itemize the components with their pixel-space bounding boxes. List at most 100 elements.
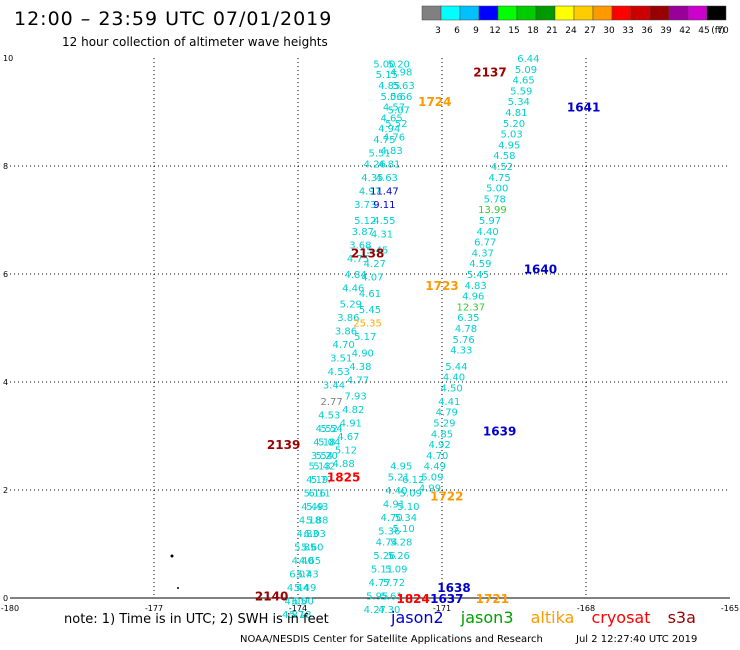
swh-value: 4.30 [378,605,400,616]
swh-value: 5.61 [380,591,402,602]
swh-value: 5.18 [289,610,311,621]
swh-value: 11.47 [370,186,399,197]
pass-label: 1639 [483,425,516,439]
pass-label: 2138 [351,246,384,260]
swh-value: 5.34 [508,97,530,108]
sat-s3a: s3a [667,608,696,627]
swh-value: 5.20 [503,119,525,130]
swh-value: 4.52 [316,424,338,435]
swh-value: 4.44 [287,583,309,594]
x-tick-label: -168 [577,604,595,613]
swh-value: 7.93 [344,392,366,403]
swh-value: 4.26 [364,159,386,170]
swh-value: 4.84 [344,270,366,281]
y-tick-label: 6 [3,270,8,279]
swh-value: 5.09 [400,489,422,500]
swh-value: 5.04 [318,437,340,448]
swh-value: 5.29 [433,419,455,430]
legend-label: 42 [679,26,690,36]
swh-value: 4.27 [364,605,386,616]
legend-label: 33 [622,26,633,36]
swh-value: 5.29 [340,300,362,311]
credit-line: NOAA/NESDIS Center for Satellite Applica… [240,634,543,645]
y-tick-label: 10 [3,54,13,63]
swh-value: 5.44 [445,362,467,373]
swh-value: 5.17 [354,332,376,343]
footer-note: note: 1) Time is in UTC; 2) SWH is in fe… [64,612,329,627]
legend-label: 3 [435,26,441,36]
swh-value: 4.77 [368,578,390,589]
swh-value: 4.95 [390,462,412,473]
swh-value: 5.42 [313,462,335,473]
pass-label: 2140 [255,589,288,603]
swh-value: 4.83 [464,281,486,292]
swh-value: 4.88 [332,459,354,470]
swh-value: 4.57 [383,103,405,114]
swh-value: 4.55 [373,216,395,227]
y-tick-label: 0 [3,594,8,603]
swh-value: 4.77 [347,375,369,386]
swh-value: 5.72 [383,578,405,589]
swh-value: 4.61 [359,289,381,300]
swh-value: 5.26 [388,551,410,562]
swh-value: 5.54 [320,424,342,435]
swh-value: 6.00 [292,597,314,608]
swh-value: 6.12 [402,475,424,486]
swh-value: 4.91 [383,500,405,511]
swh-value: 5.63 [392,81,414,92]
swh-value: 4.65 [380,113,402,124]
swh-value: 4.41 [438,397,460,408]
swh-value: 4.40 [443,373,465,384]
swh-value: 4.67 [337,432,359,443]
satellite-legend: jason2 jason3 altika cryosat s3a [391,608,708,627]
swh-value: 6.44 [517,54,539,65]
legend-label: 9 [473,26,479,36]
swh-value: 4.81 [378,159,400,170]
swh-value: 5.95 [366,591,388,602]
swh-value: 4.18 [313,437,335,448]
pass-label: 1637 [430,592,463,606]
swh-value: 4.75 [373,135,395,146]
swh-value: 5.07 [388,105,410,116]
legend-label: 15 [508,26,519,36]
swh-value: 5.00 [486,184,508,195]
swh-value: 4.87 [282,610,304,621]
pass-label: 1824 [396,592,429,606]
swh-value: 5.85 [294,543,316,554]
swh-value: 4.98 [390,68,412,79]
swh-value: 5.45 [467,270,489,281]
page-subtitle: 12 hour collection of altimeter wave hei… [62,35,328,49]
sat-altika: altika [530,608,575,627]
y-tick-label: 4 [3,378,8,387]
legend-label: (ft) [711,26,725,36]
swh-value: 4.37 [472,248,494,259]
swh-value: 4.49 [301,502,323,513]
swh-value: 3.87 [352,227,374,238]
swh-value: 4.79 [436,408,458,419]
swh-value: 5.11 [371,564,393,575]
swh-value: 4.58 [493,151,515,162]
swh-value: 4.46 [342,284,364,295]
x-tick-label: -174 [289,604,307,613]
swh-value: 25.35 [353,319,382,330]
sat-jason3: jason3 [460,608,514,627]
swh-value: 5.16 [304,489,326,500]
swh-value: 4.70 [332,340,354,351]
swh-value: 4.65 [512,76,534,87]
swh-value: 5.88 [306,516,328,527]
swh-value: 5.45 [359,305,381,316]
swh-value: 4.83 [296,529,318,540]
swh-value: 3.86 [335,327,357,338]
swh-value: 4.85 [378,81,400,92]
swh-value: 6.11 [308,489,330,500]
swh-value: 4.49 [424,462,446,473]
swh-value: 4.05 [284,597,306,608]
x-tick-label: -165 [721,604,739,613]
timestamp: Jul 2 12:27:40 UTC 2019 [576,634,698,645]
legend-label: 27 [584,26,595,36]
sat-cryosat: cryosat [591,608,651,627]
swh-value: 4.63 [376,173,398,184]
legend-label: 45 [698,26,709,36]
swh-value: 5.20 [388,59,410,70]
swh-value: 5.13 [308,462,330,473]
